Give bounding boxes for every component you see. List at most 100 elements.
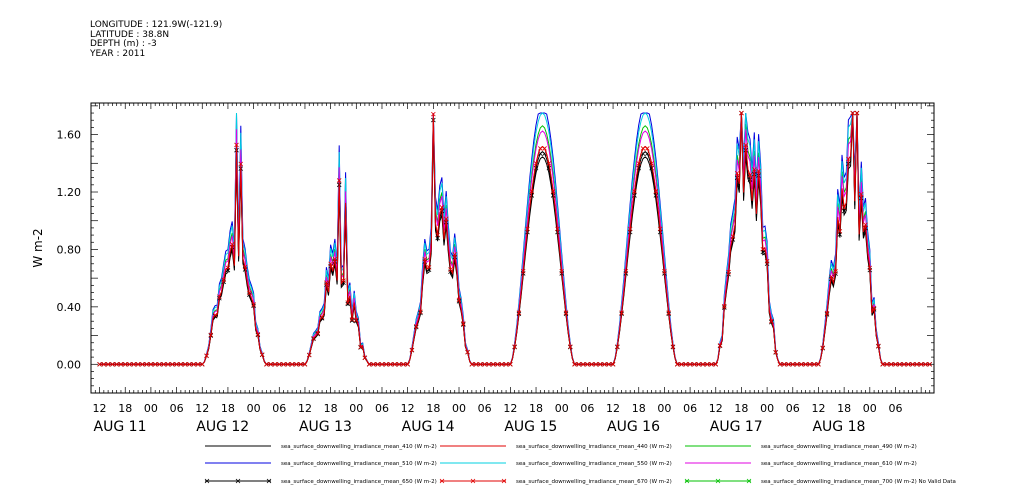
x-tick-label: 12 (606, 402, 620, 415)
series-marker (264, 362, 269, 367)
legend-label: sea_surface_downwelling_irradiance_mean_… (281, 461, 437, 467)
x-day-label: AUG 12 (196, 419, 249, 435)
x-day-label: AUG 15 (504, 419, 557, 435)
series-marker (816, 362, 821, 367)
series-marker (328, 261, 333, 267)
x-tick-label: 18 (118, 402, 132, 415)
series-marker (888, 362, 894, 367)
series-marker (461, 321, 466, 326)
series-marker (623, 268, 629, 274)
series-marker (717, 343, 723, 348)
series-marker (807, 362, 813, 367)
series-marker (306, 352, 312, 358)
x-tick-label: 12 (298, 402, 312, 415)
series-marker (696, 362, 701, 367)
series-marker (516, 310, 522, 315)
series-marker (97, 362, 102, 367)
series-marker (923, 362, 928, 367)
x-tick-label: 06 (580, 402, 594, 415)
series-marker (837, 229, 843, 234)
y-tick-label: 1.20 (57, 186, 82, 199)
series-marker (431, 111, 436, 117)
series-marker (182, 362, 188, 367)
series-marker (157, 362, 162, 367)
x-tick-label: 00 (452, 402, 466, 415)
x-tick-label: 06 (272, 402, 286, 415)
series-marker (127, 362, 132, 367)
series-marker (653, 193, 659, 198)
series-marker (379, 362, 385, 367)
series-marker (687, 362, 693, 367)
series-marker (358, 344, 363, 350)
y-tick-label: 0.80 (57, 243, 82, 256)
series-marker (375, 362, 380, 367)
x-tick-label: 12 (401, 402, 415, 415)
series-marker (824, 310, 830, 316)
series-marker (371, 362, 376, 367)
series-marker (636, 161, 642, 166)
series-marker (366, 362, 372, 367)
series-marker (272, 362, 278, 367)
series-marker (413, 323, 419, 329)
series-marker (910, 362, 915, 367)
x-tick-label: 18 (837, 402, 851, 415)
series-marker (118, 362, 124, 367)
series-marker (152, 362, 158, 367)
series-marker (538, 146, 543, 151)
series-marker (170, 362, 175, 367)
series-marker (448, 267, 453, 272)
legend-label: sea_surface_downwelling_irradiance_mean_… (281, 479, 437, 485)
series-marker (897, 362, 903, 367)
plot-frame (90, 102, 935, 394)
series-marker (704, 362, 710, 367)
series-marker (846, 156, 851, 162)
series-marker (679, 362, 684, 367)
series-marker (482, 362, 487, 367)
series-marker (700, 362, 706, 367)
series-marker (401, 362, 406, 367)
series-line (99, 111, 930, 365)
series-marker (786, 362, 791, 367)
series-marker (692, 362, 697, 367)
series-marker (597, 362, 603, 367)
longitude-label: LONGITUDE : 121.9W(-121.9) (90, 20, 223, 30)
series-marker (649, 161, 654, 166)
series-marker (533, 161, 539, 166)
x-tick-label: 12 (93, 402, 107, 415)
x-tick-label: 12 (195, 402, 209, 415)
series-marker (576, 362, 582, 367)
series-marker (383, 362, 389, 367)
series-marker (490, 362, 496, 367)
x-day-label: AUG 11 (94, 419, 147, 435)
x-tick-label: 00 (760, 402, 774, 415)
x-day-label: AUG 16 (607, 419, 660, 435)
series-marker (242, 264, 248, 270)
series-marker (734, 170, 740, 176)
series-marker (914, 362, 920, 367)
series-marker (615, 344, 620, 349)
series-marker (409, 347, 415, 353)
series-marker (473, 362, 479, 367)
x-tick-label: 00 (247, 402, 261, 415)
legend-marker (746, 478, 752, 484)
series-marker (585, 362, 590, 367)
legend-label: sea_surface_downwelling_irradiance_mean_… (516, 479, 672, 485)
x-tick-label: 18 (221, 402, 235, 415)
series-marker (653, 189, 659, 194)
latitude-label: LATITUDE : 38.8N (90, 29, 170, 40)
x-tick-label: 12 (503, 402, 517, 415)
series-marker (396, 362, 402, 367)
series-marker (281, 362, 286, 367)
series-marker (101, 362, 107, 367)
series-marker (662, 268, 667, 274)
series-marker (298, 362, 303, 367)
series-marker (606, 362, 612, 367)
series-line (99, 112, 930, 365)
series-marker (362, 355, 368, 360)
series-marker (529, 189, 535, 194)
legend-label: sea_surface_downwelling_irradiance_mean_… (516, 444, 672, 450)
series-marker (781, 362, 787, 367)
series-marker (811, 362, 817, 367)
series-marker (743, 142, 748, 148)
